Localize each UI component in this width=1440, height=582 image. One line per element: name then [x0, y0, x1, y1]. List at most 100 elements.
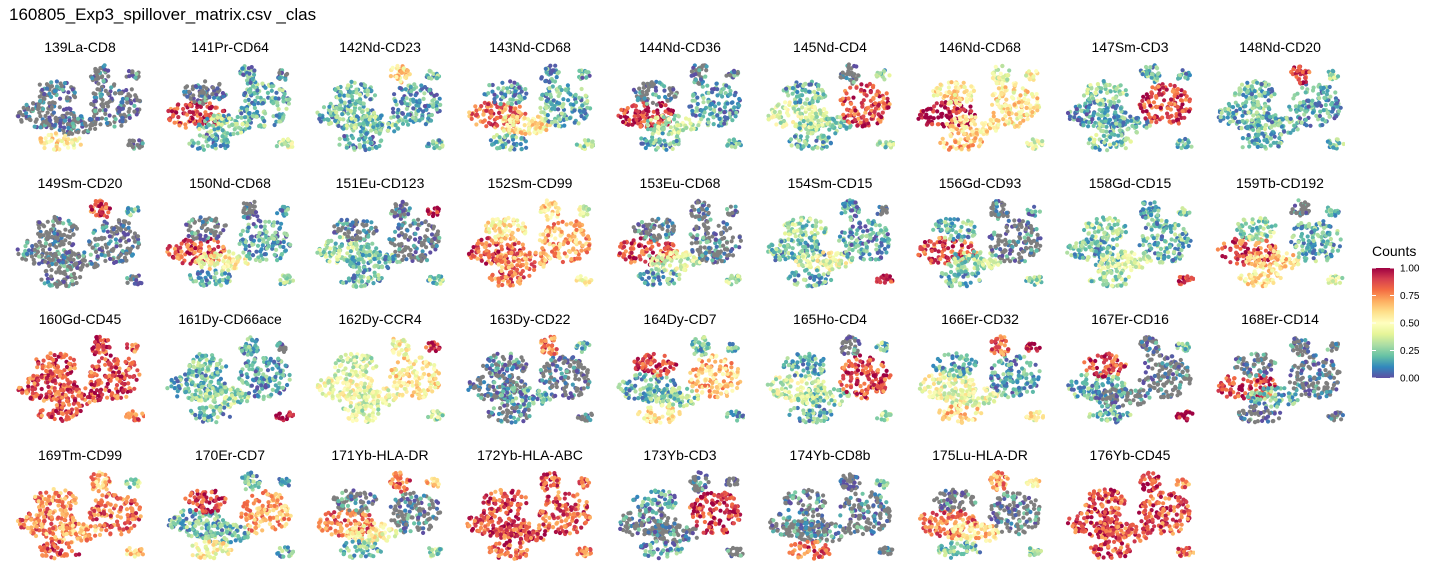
cell-point [1150, 85, 1155, 90]
cluster-G [187, 132, 231, 152]
cell-point [1114, 86, 1119, 92]
cell-point [958, 117, 963, 122]
cell-point [737, 96, 742, 102]
cell-point [247, 118, 252, 123]
cell-point [361, 101, 366, 106]
cell-point [1097, 147, 1102, 152]
cell-point [1320, 117, 1325, 122]
cell-point [695, 95, 700, 100]
panel-title: 143Nd-CD68 [489, 39, 571, 55]
cell-point [947, 109, 952, 114]
cell-point [676, 114, 681, 119]
scatter-plot [616, 63, 743, 152]
cell-point [1099, 113, 1104, 118]
cell-point [688, 121, 693, 126]
cell-point [353, 101, 358, 106]
cell-point [219, 116, 224, 121]
cell-point [1094, 87, 1099, 92]
cell-point [1097, 107, 1102, 112]
cell-point [529, 119, 535, 124]
cell-point [1243, 110, 1248, 115]
cell-point [1259, 82, 1264, 87]
cell-point [547, 86, 552, 91]
cell-point [1123, 88, 1128, 93]
cell-point [1104, 124, 1109, 129]
cell-point [1154, 120, 1159, 125]
cell-point [25, 107, 30, 112]
cell-point [72, 95, 78, 100]
cell-point [317, 113, 322, 118]
cell-point [492, 92, 497, 97]
cell-point [93, 261, 98, 266]
cell-point [727, 73, 733, 78]
cell-point [694, 106, 699, 111]
cell-point [65, 96, 70, 101]
cell-point [849, 109, 854, 114]
cell-point [701, 95, 706, 101]
cell-point [236, 125, 241, 130]
cell-point [1304, 123, 1309, 128]
cell-point [815, 145, 820, 150]
cell-point [621, 119, 626, 125]
cell-point [61, 279, 66, 284]
cell-point [796, 94, 802, 99]
cell-point [347, 99, 352, 104]
cell-point [76, 116, 81, 121]
cell-point [1310, 98, 1315, 103]
cell-point [1018, 121, 1023, 126]
cell-point [1341, 141, 1345, 147]
cell-point [1002, 103, 1007, 108]
cell-point [127, 138, 132, 143]
cell-point [1170, 89, 1175, 94]
cell-point [240, 121, 245, 127]
cell-point [95, 87, 100, 92]
facet-panel: 147Sm-CD3 [1065, 38, 1195, 174]
cell-point [348, 89, 353, 94]
cell-point [411, 97, 416, 102]
cell-point [112, 260, 117, 265]
cell-point [846, 96, 851, 101]
cell-point [1091, 111, 1096, 116]
cell-point [968, 97, 973, 102]
cell-point [725, 116, 730, 121]
cell-point [405, 102, 410, 107]
cell-point [125, 100, 130, 105]
cell-point [930, 122, 935, 127]
cell-point [1088, 83, 1093, 88]
cell-point [1253, 94, 1258, 99]
scatter-plot [166, 64, 295, 152]
cell-point [39, 139, 44, 144]
cell-point [1031, 74, 1036, 79]
cell-point [1148, 65, 1153, 70]
cell-point [102, 253, 108, 258]
cell-point [274, 90, 279, 95]
cluster-C [1137, 82, 1193, 126]
cell-point [938, 82, 943, 87]
cell-point [46, 256, 51, 261]
cell-point [689, 73, 694, 78]
cluster-H [274, 137, 295, 150]
cell-point [365, 107, 370, 112]
cell-point [1318, 109, 1323, 114]
cell-point [630, 104, 635, 109]
cell-point [132, 109, 137, 114]
cell-point [1330, 109, 1335, 114]
cell-point [127, 115, 132, 120]
cell-point [976, 144, 982, 149]
cell-point [388, 74, 393, 79]
cell-point [203, 110, 208, 115]
cell-point [401, 66, 406, 71]
cell-point [66, 122, 71, 127]
cell-point [1116, 99, 1121, 104]
cell-point [974, 130, 979, 136]
cell-point [680, 128, 686, 133]
cell-point [523, 131, 528, 136]
cell-point [193, 84, 198, 89]
cell-point [132, 239, 137, 244]
cell-point [334, 115, 339, 120]
cell-point [206, 137, 211, 142]
cell-point [235, 131, 240, 136]
cell-point [1095, 98, 1100, 103]
cell-point [1000, 109, 1005, 114]
cell-point [1020, 108, 1025, 113]
